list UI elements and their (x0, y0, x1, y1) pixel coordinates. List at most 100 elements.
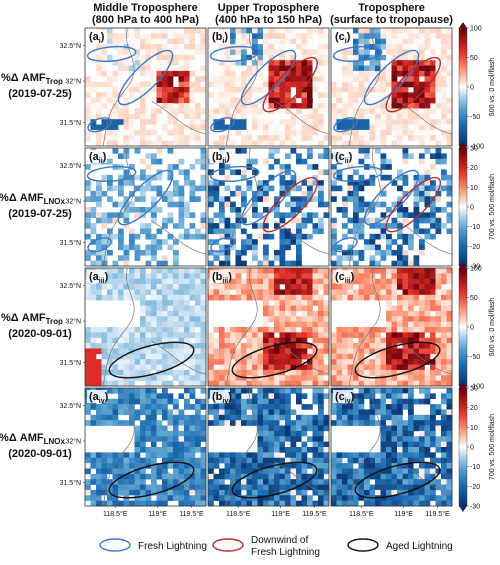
heatmap-cell (290, 321, 297, 328)
heatmap-cell (435, 97, 442, 104)
heatmap-cell (96, 294, 102, 301)
heatmap-cell (85, 294, 91, 301)
heatmap-cell (195, 28, 201, 34)
heatmap-cell (235, 393, 242, 400)
heatmap-cell (290, 452, 297, 459)
heatmap-cell (140, 38, 146, 45)
heatmap-cell (129, 38, 135, 45)
heatmap-cell (112, 398, 119, 405)
heatmap-cell (195, 140, 201, 147)
heatmap-cell (342, 249, 348, 256)
heatmap-cell (307, 148, 313, 154)
heatmap-cell (167, 268, 174, 274)
heatmap-cell (184, 28, 190, 34)
heatmap-cell (156, 33, 163, 40)
heatmap-cell (336, 108, 343, 115)
heatmap-cell (274, 300, 280, 306)
heatmap-cell (408, 244, 414, 251)
heatmap-cell (263, 479, 269, 485)
heatmap-cell (347, 380, 354, 387)
heatmap-cell (140, 369, 146, 376)
heatmap-cell (268, 430, 275, 437)
heatmap-cell (397, 380, 403, 387)
heatmap-cell (118, 327, 124, 333)
heatmap-cell (274, 54, 280, 61)
heatmap-cell (419, 108, 425, 115)
heatmap-cell (318, 479, 324, 485)
heatmap-cell (134, 332, 141, 339)
heatmap-cell (123, 343, 130, 349)
heatmap-cell (358, 38, 365, 45)
heatmap-cell (380, 124, 387, 131)
heatmap-cell (162, 364, 168, 371)
heatmap-cell (446, 180, 453, 186)
heatmap-cell (173, 332, 179, 339)
heatmap-cell (318, 398, 324, 405)
heatmap-cell (145, 180, 152, 186)
heatmap-cell (200, 321, 207, 328)
heatmap-cell (424, 97, 431, 104)
heatmap-cell (274, 468, 280, 475)
heatmap-cell (279, 388, 286, 394)
heatmap-cell (145, 153, 152, 160)
heatmap-cell (342, 353, 348, 360)
heatmap-cell (369, 289, 376, 296)
heatmap-cell (230, 348, 236, 355)
heatmap-cell (353, 457, 359, 464)
heatmap-cell (268, 135, 275, 141)
heatmap-cell (189, 44, 196, 50)
colorbar-tick-label: 10 (470, 425, 478, 432)
heatmap-cell (285, 119, 291, 125)
heatmap-cell (129, 337, 135, 344)
heatmap-cell (224, 164, 231, 170)
heatmap-cell (257, 332, 264, 339)
heatmap-cell (213, 119, 220, 125)
heatmap-cell (195, 353, 201, 360)
heatmap-cell (101, 404, 108, 410)
heatmap-cell (364, 489, 370, 496)
heatmap-cell (129, 457, 135, 464)
colorbar-label: 500 vs. 0 mol/flash (489, 298, 496, 356)
heatmap-cell (430, 452, 436, 459)
heatmap-cell (200, 343, 207, 349)
heatmap-cell (441, 353, 447, 360)
heatmap-cell (402, 479, 409, 485)
heatmap-cell (441, 305, 447, 312)
heatmap-cell (430, 92, 436, 99)
heatmap-cell (90, 404, 97, 410)
heatmap-cell (96, 103, 102, 109)
heatmap-cell (123, 255, 130, 261)
heatmap-cell (274, 201, 280, 208)
heatmap-cell (408, 119, 414, 125)
heatmap-cell (358, 28, 365, 34)
heatmap-cell (189, 223, 196, 229)
heatmap-cell (323, 463, 330, 469)
heatmap-cell (353, 343, 359, 349)
heatmap-cell (200, 436, 207, 442)
heatmap-cell (342, 337, 348, 344)
heatmap-cell (140, 273, 146, 280)
heatmap-cell (380, 404, 387, 410)
heatmap-cell (213, 348, 220, 355)
heatmap-cell (424, 500, 431, 507)
heatmap-cell (331, 473, 337, 480)
heatmap-cell (408, 300, 414, 306)
heatmap-cell (424, 294, 431, 301)
heatmap-cell (391, 447, 398, 453)
heatmap-cell (112, 92, 119, 99)
heatmap-cell (274, 495, 280, 501)
heatmap-cell (85, 468, 91, 475)
heatmap-cell (331, 457, 337, 464)
heatmap-cell (235, 289, 242, 296)
heatmap-cell (446, 468, 453, 475)
heatmap-cell (353, 196, 359, 202)
heatmap-cell (156, 148, 163, 154)
heatmap-cell (279, 65, 286, 72)
heatmap-cell (107, 87, 113, 93)
heatmap-cell (380, 212, 387, 219)
heatmap-cell (189, 332, 196, 339)
heatmap-cell (380, 484, 387, 491)
y-tick-label: 32.5°N (60, 42, 81, 50)
heatmap-cell (312, 375, 319, 381)
heatmap-cell (140, 97, 146, 104)
